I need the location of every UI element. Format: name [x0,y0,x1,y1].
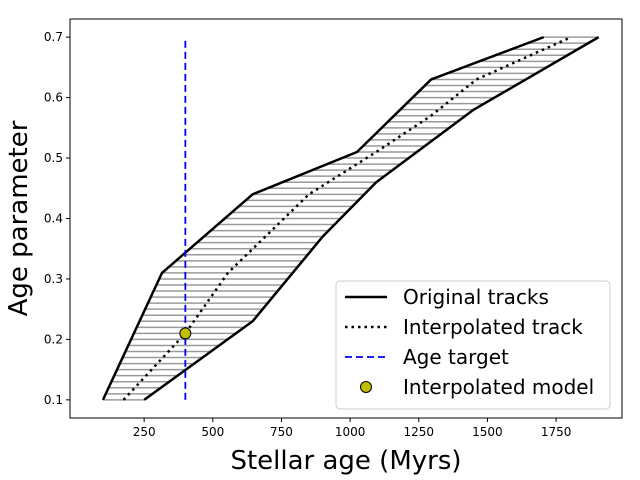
y-tick-label: 0.3 [44,272,63,286]
legend-label-interpolated-model: Interpolated model [403,375,594,399]
legend-label-interpolated-track: Interpolated track [403,315,583,339]
legend: Original tracks Interpolated track Age t… [335,280,611,410]
y-tick-label: 0.2 [44,332,63,346]
original-track-right-line [143,36,600,401]
x-tick-label: 1000 [335,425,366,439]
x-tick-label: 250 [133,425,156,439]
x-tick-label: 1750 [541,425,572,439]
x-tick-label: 1250 [404,425,435,439]
legend-label-original-tracks: Original tracks [403,285,549,309]
plot-area [101,35,600,401]
y-tick-label: 0.1 [44,393,63,407]
interpolated-model-marker [179,327,192,340]
legend-swatch-interpolated-model [360,381,372,393]
x-tick-label: 750 [270,425,293,439]
legend-box [335,280,611,410]
y-tick-label: 0.7 [44,30,63,44]
x-tick-label: 500 [201,425,224,439]
x-axis-title: Stellar age (Myrs) [230,446,461,476]
x-tick-label: 1500 [472,425,503,439]
series-layer [101,35,600,401]
y-tick-label: 0.6 [44,91,63,105]
y-tick-label: 0.4 [44,212,63,226]
y-axis: 0.1 0.2 0.3 0.4 0.5 0.6 0.7 [44,30,70,407]
y-axis-title: Age parameter [4,120,34,316]
original-track-left-line [101,35,545,401]
legend-label-age-target: Age target [403,345,509,369]
x-axis: 250 500 750 1000 1250 1500 1750 [133,418,572,439]
y-tick-label: 0.5 [44,151,63,165]
